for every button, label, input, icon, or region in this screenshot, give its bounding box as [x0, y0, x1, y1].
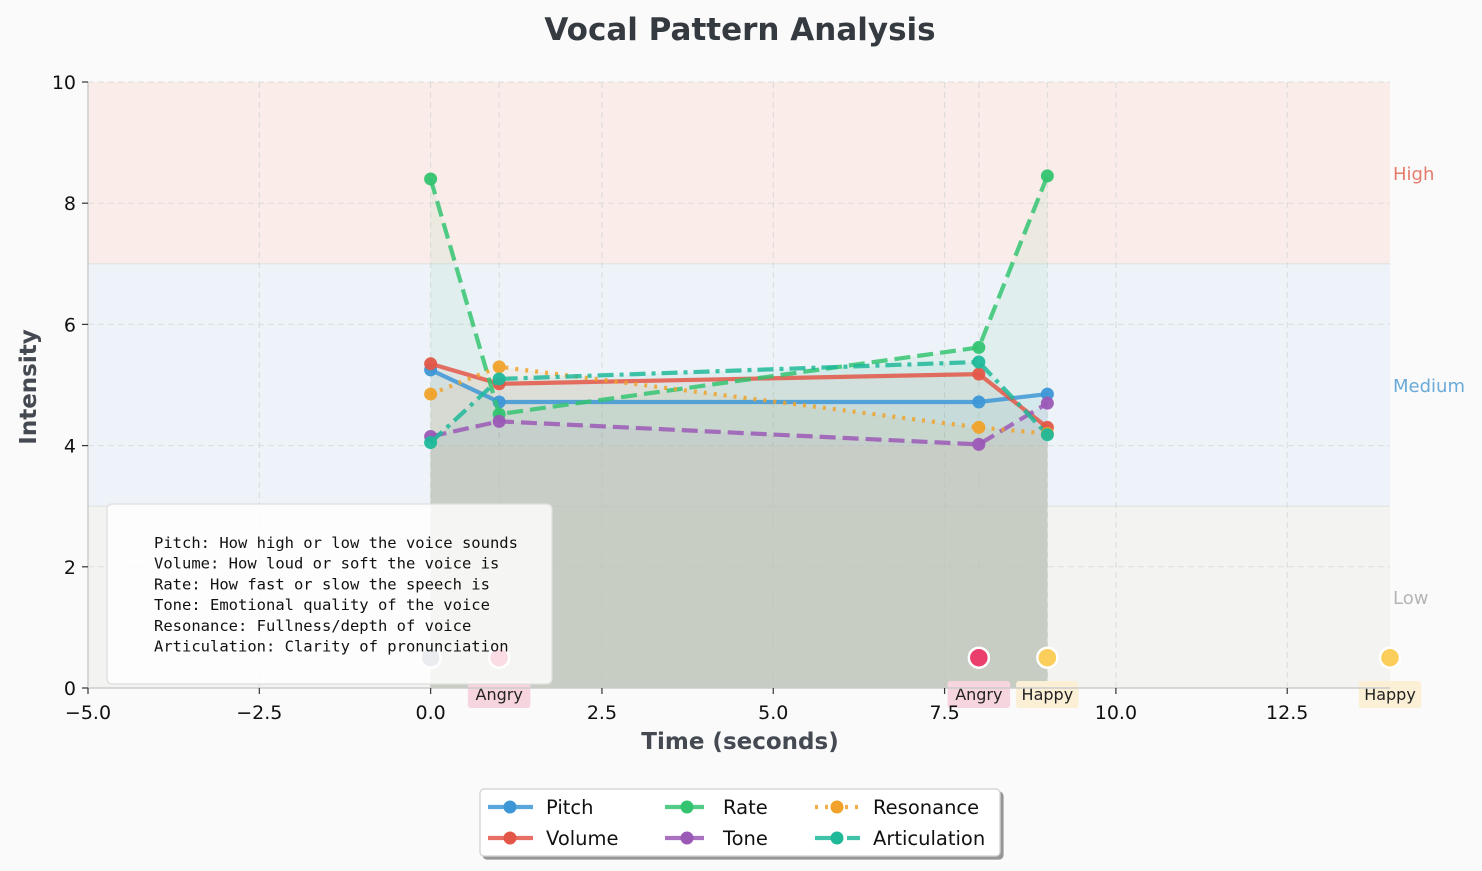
legend-label: Rate — [723, 796, 768, 819]
x-tick-label: 5.0 — [758, 702, 788, 724]
x-tick-label: 12.5 — [1266, 702, 1308, 724]
series-rate — [424, 169, 1054, 421]
x-tick-label: 7.5 — [929, 702, 959, 724]
data-point-tone — [1040, 396, 1054, 410]
data-point-articulation — [424, 436, 438, 450]
x-tick-label: −5.0 — [65, 702, 111, 724]
x-tick-label: 0.0 — [416, 702, 446, 724]
data-point-rate — [424, 172, 438, 186]
y-tick-label: 6 — [64, 314, 76, 336]
legend-swatch-marker — [503, 831, 517, 845]
data-point-articulation — [1040, 428, 1054, 442]
emotion-label: Angry — [955, 685, 1002, 704]
emotion-label: Angry — [476, 685, 523, 704]
data-point-pitch — [1040, 387, 1054, 401]
definition-line: Tone: Emotional quality of the voice — [154, 596, 490, 614]
y-axis-label: Intensity — [16, 329, 42, 444]
data-point-articulation — [972, 355, 986, 369]
data-point-resonance — [492, 360, 506, 374]
data-point-tone — [492, 414, 506, 428]
definitions-box-bg — [106, 503, 553, 685]
data-point-volume — [972, 367, 986, 381]
legend-swatch-marker — [680, 831, 694, 845]
definition-line: Volume: How loud or soft the voice is — [154, 555, 499, 573]
legend-box — [479, 788, 1001, 857]
emotion-marker — [1036, 646, 1059, 669]
emotion-marker — [967, 646, 991, 669]
definition-line: Articulation: Clarity of pronunciation — [154, 638, 509, 656]
band-high — [88, 82, 1390, 264]
y-tick-label: 2 — [64, 557, 76, 579]
band-label-medium: Medium — [1393, 376, 1465, 397]
legend-swatch-marker — [830, 831, 844, 845]
legend-label: Tone — [722, 827, 768, 850]
data-point-pitch — [972, 395, 986, 409]
legend-label: Pitch — [546, 796, 593, 819]
data-point-resonance — [424, 387, 438, 401]
series-line-articulation — [429, 359, 1049, 445]
band-label-low: Low — [1393, 588, 1428, 609]
definition-line: Pitch: How high or low the voice sounds — [154, 534, 518, 552]
x-tick-label: 2.5 — [587, 702, 617, 724]
series-articulation — [424, 355, 1054, 450]
legend-swatch-marker — [830, 800, 844, 814]
legend: Pitch Volume Rate Tone Resonance Articulation — [479, 788, 1001, 857]
data-point-resonance — [972, 420, 986, 434]
legend-item-pitch: Pitch — [488, 796, 593, 819]
legend-item-rate: Rate — [665, 796, 768, 819]
y-tick-label: 0 — [64, 678, 76, 700]
data-point-volume — [424, 357, 438, 371]
series-line-resonance — [429, 364, 1048, 436]
x-axis-label: Time (seconds) — [641, 729, 838, 755]
band-label-high: High — [1393, 164, 1434, 185]
legend-label: Volume — [546, 827, 619, 850]
emotion-marker — [1378, 646, 1402, 669]
y-tick-label: 10 — [52, 72, 76, 94]
definitions-box: Pitch: How high or low the voice sounds V… — [106, 503, 553, 685]
series-line-tone — [430, 401, 1049, 447]
emotion-label: Happy — [1022, 685, 1074, 704]
chart-title: Vocal Pattern Analysis — [544, 12, 935, 48]
x-tick-label: 10.0 — [1095, 702, 1137, 724]
axes: −5.0 −2.5 0.0 2.5 5.0 7.5 10.0 12.5 0 2 4 6 8 10 — [52, 72, 1390, 724]
legend-item-resonance: Resonance — [815, 796, 979, 819]
data-point-rate — [972, 340, 986, 354]
series-layer — [424, 169, 1054, 451]
legend-item-articulation: Articulation — [815, 827, 985, 850]
legend-item-tone: Tone — [665, 827, 768, 850]
data-point-articulation — [492, 372, 506, 386]
data-point-tone — [972, 437, 986, 451]
legend-swatch-marker — [680, 800, 694, 814]
series-line-rate — [428, 175, 1050, 417]
y-tick-label: 4 — [64, 436, 76, 458]
emotion-label: Happy — [1364, 685, 1416, 704]
data-point-rate — [1040, 169, 1054, 183]
legend-label: Resonance — [873, 796, 979, 819]
legend-item-volume: Volume — [488, 827, 619, 850]
x-tick-label: −2.5 — [236, 702, 282, 724]
definition-line: Resonance: Fullness/depth of voice — [154, 617, 471, 635]
y-tick-label: 8 — [64, 193, 76, 215]
legend-label: Articulation — [873, 827, 985, 850]
definition-line: Rate: How fast or slow the speech is — [154, 575, 490, 593]
legend-swatch-marker — [503, 800, 517, 814]
